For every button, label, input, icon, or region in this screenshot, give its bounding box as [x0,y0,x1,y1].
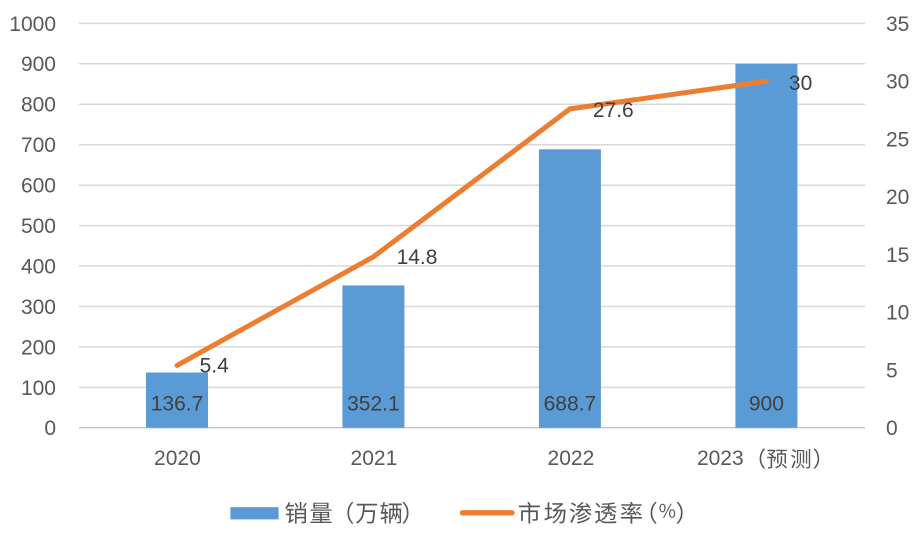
svg-text:10: 10 [886,302,909,325]
svg-text:688.7: 688.7 [544,392,597,415]
svg-text:200: 200 [21,336,56,359]
svg-text:2021: 2021 [351,447,398,470]
svg-text:100: 100 [21,377,56,400]
svg-text:700: 700 [21,134,56,157]
svg-text:35: 35 [886,13,909,36]
svg-text:900: 900 [21,53,56,76]
svg-text:600: 600 [21,175,56,198]
svg-text:0: 0 [886,417,898,440]
svg-text:0: 0 [44,417,56,440]
svg-text:20: 20 [886,186,909,209]
svg-text:2023: 2023 [697,447,744,470]
svg-text:900: 900 [749,392,784,415]
svg-text:500: 500 [21,215,56,238]
svg-text:2022: 2022 [548,447,595,470]
svg-text:300: 300 [21,296,56,319]
svg-text:400: 400 [21,255,56,278]
svg-text:14.8: 14.8 [397,246,438,269]
svg-text:352.1: 352.1 [347,392,400,415]
svg-text:2020: 2020 [154,447,201,470]
svg-text:800: 800 [21,94,56,117]
svg-text:30: 30 [789,72,812,95]
svg-text:5: 5 [886,359,898,382]
svg-text:5.4: 5.4 [200,355,230,378]
svg-text:30: 30 [886,71,909,94]
svg-text:1000: 1000 [9,13,56,36]
svg-text:15: 15 [886,244,909,267]
svg-text:25: 25 [886,128,909,151]
svg-text:27.6: 27.6 [593,99,634,122]
svg-text:136.7: 136.7 [151,392,204,415]
